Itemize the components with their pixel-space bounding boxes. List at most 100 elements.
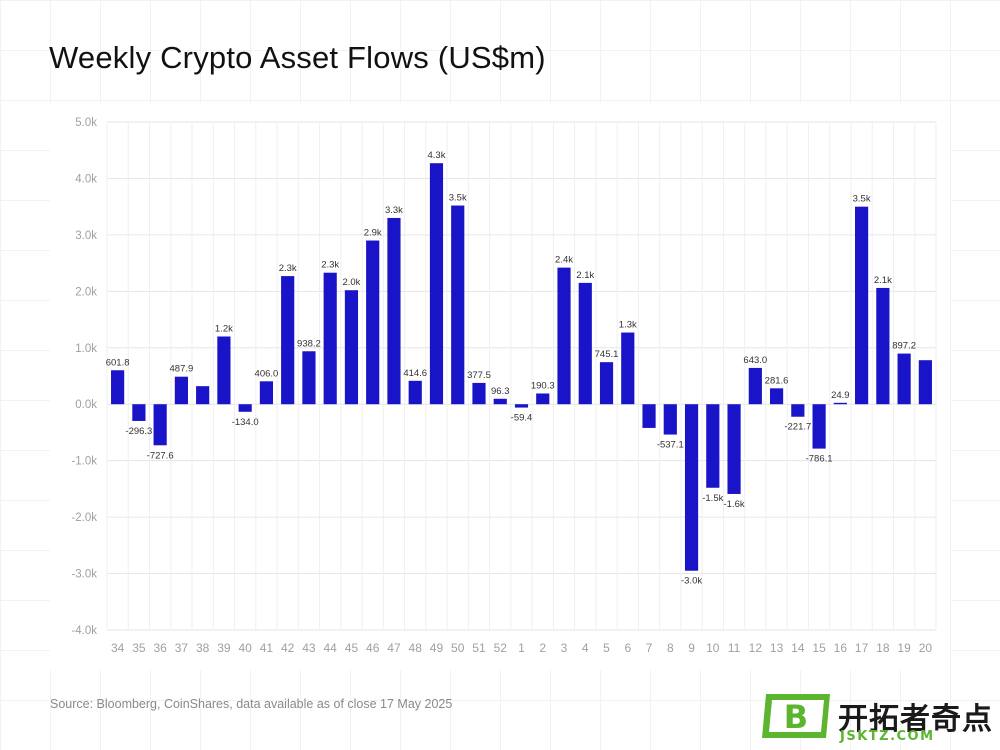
data-label: -3.0k — [681, 576, 702, 587]
x-tick-label: 17 — [855, 641, 869, 655]
data-label: -1.6k — [724, 499, 745, 510]
x-tick-label: 43 — [302, 641, 316, 655]
bar-44 — [323, 272, 337, 405]
x-tick-label: 9 — [688, 641, 695, 655]
bar-11 — [727, 404, 741, 494]
x-tick-label: 15 — [812, 641, 826, 655]
x-tick-label: 36 — [153, 641, 167, 655]
data-label: 3.3k — [385, 205, 403, 216]
x-tick-label: 38 — [196, 641, 210, 655]
bar-37 — [174, 376, 188, 405]
data-label: -134.0 — [232, 417, 259, 428]
data-label: -1.5k — [702, 493, 723, 504]
x-tick-label: 11 — [728, 641, 741, 655]
watermark-logo: B 开拓者奇点 JSKTZ.COM — [758, 690, 994, 746]
data-label: 2.4k — [555, 255, 573, 266]
x-tick-label: 46 — [366, 641, 380, 655]
bar-20 — [918, 360, 932, 405]
x-tick-label: 12 — [749, 641, 763, 655]
x-tick-label: 18 — [876, 641, 890, 655]
x-tick-label: 41 — [260, 641, 274, 655]
bar-7 — [642, 404, 656, 428]
data-label: 414.6 — [403, 368, 427, 379]
data-label: 406.0 — [255, 368, 279, 379]
data-labels: 601.8 -296.3 -727.6 487.9 1.2k -134.0 406.0 2.3… — [106, 150, 916, 587]
data-label: 3.5k — [449, 193, 467, 204]
chart-title: Weekly Crypto Asset Flows (US$m) — [49, 40, 546, 75]
x-tick-label: 34 — [111, 641, 125, 655]
y-tick-label: -2.0k — [71, 512, 97, 524]
bar-49 — [429, 163, 444, 405]
x-tick-label: 6 — [624, 641, 631, 655]
bar-36 — [153, 404, 167, 446]
data-label: 96.3 — [491, 386, 510, 397]
bar-50 — [451, 205, 465, 405]
bar-35 — [132, 404, 146, 421]
x-tick-label: 5 — [603, 641, 610, 655]
data-label: 24.9 — [831, 390, 850, 401]
x-tick-label: 8 — [667, 641, 674, 655]
x-tick-label: 7 — [646, 641, 653, 655]
x-tick-label: 14 — [791, 641, 805, 655]
bar-8 — [663, 404, 677, 435]
y-tick-label: 3.0k — [75, 230, 97, 242]
y-axis-ticks: 5.0k 4.0k 3.0k 2.0k 1.0k 0.0k -1.0k -2.0k -3.0k -… — [71, 117, 97, 637]
y-tick-label: 5.0k — [75, 117, 97, 129]
data-label: 4.3k — [427, 150, 445, 161]
bar-chart: 5.0k 4.0k 3.0k 2.0k 1.0k 0.0k -1.0k -2.0k -3.0k -… — [71, 117, 937, 655]
data-label: 1.2k — [215, 323, 233, 334]
x-tick-label: 4 — [582, 641, 589, 655]
y-tick-label: 0.0k — [75, 399, 97, 411]
bar-45 — [344, 290, 359, 405]
x-tick-label: 35 — [132, 641, 146, 655]
bar-13 — [769, 388, 784, 405]
bar-12 — [748, 367, 762, 405]
watermark-domain-text: JSKTZ.COM — [840, 729, 935, 744]
data-label: -59.4 — [511, 413, 533, 424]
x-tick-label: 51 — [472, 641, 486, 655]
data-label: 377.5 — [467, 370, 491, 381]
x-tick-label: 1 — [518, 641, 525, 655]
bar-1 — [514, 404, 529, 408]
x-tick-label: 39 — [217, 641, 231, 655]
data-label: 2.3k — [321, 260, 339, 271]
y-tick-label: -1.0k — [71, 456, 97, 468]
bar-18 — [876, 287, 890, 405]
data-label: 1.3k — [619, 320, 637, 331]
x-tick-label: 47 — [387, 641, 401, 655]
x-tick-label: 10 — [706, 641, 720, 655]
bar-51 — [472, 382, 486, 405]
data-label: -786.1 — [806, 454, 833, 465]
chart-panel: 5.0k 4.0k 3.0k 2.0k 1.0k 0.0k -1.0k -2.0k -3.0k -… — [50, 103, 950, 670]
bar-46 — [366, 240, 380, 405]
data-label: 3.5k — [853, 194, 871, 205]
data-label: 938.2 — [297, 338, 321, 349]
y-tick-label: 1.0k — [75, 343, 97, 355]
data-label: 745.1 — [595, 349, 619, 360]
bar-14 — [791, 404, 805, 417]
logo-badge-icon: B — [762, 694, 830, 738]
x-tick-label: 48 — [409, 641, 423, 655]
bar-6 — [621, 332, 635, 405]
data-label: 601.8 — [106, 357, 130, 368]
bar-19 — [897, 353, 911, 405]
x-tick-label: 45 — [345, 641, 359, 655]
bar-42 — [281, 276, 295, 405]
data-label: -727.6 — [147, 450, 174, 461]
bar-5 — [599, 362, 614, 405]
x-tick-label: 42 — [281, 641, 295, 655]
x-tick-label: 52 — [494, 641, 508, 655]
x-tick-label: 3 — [561, 641, 568, 655]
x-tick-label: 13 — [770, 641, 784, 655]
data-label: 897.2 — [892, 341, 916, 352]
bar-3 — [557, 267, 571, 405]
data-label: 190.3 — [531, 380, 555, 391]
bar-2 — [536, 393, 550, 405]
bar-43 — [302, 351, 316, 405]
data-label: 2.1k — [874, 275, 892, 286]
x-tick-label: 37 — [175, 641, 189, 655]
y-tick-label: -3.0k — [71, 569, 97, 581]
bar-41 — [259, 381, 274, 405]
data-label: 487.9 — [170, 364, 194, 375]
data-label: -296.3 — [125, 426, 152, 437]
